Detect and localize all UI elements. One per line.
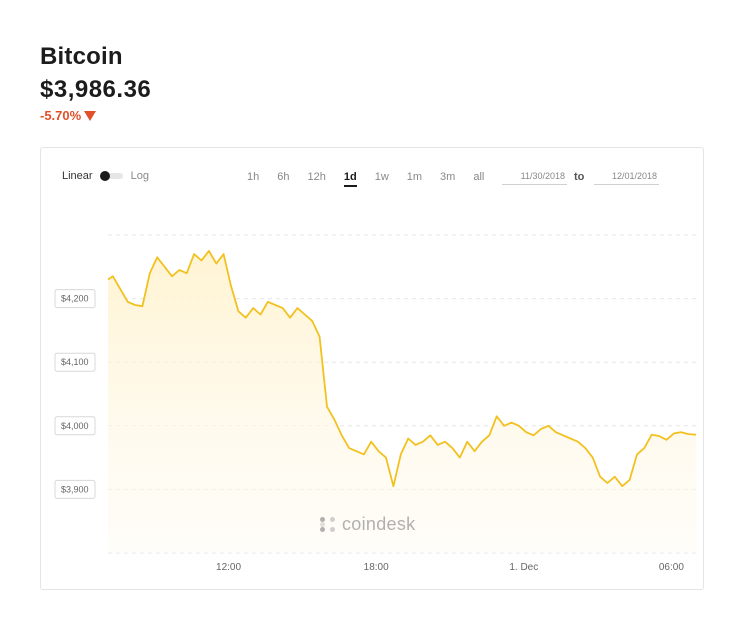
price-line [107,250,697,488]
current-price: $3,986.36 [40,76,152,103]
down-arrow-icon [84,110,97,121]
y-tick: $4,100 [54,352,96,372]
y-tick-label: $4,000 [61,421,89,431]
y-tick: $3,900 [54,479,96,499]
range-1d[interactable]: 1d [343,171,357,187]
date-to-input[interactable] [594,168,659,185]
y-tick-label: $3,900 [61,484,89,494]
date-from-input[interactable] [502,168,567,185]
chart-card: Linear Log 1h 6h 12h 1d 1w 1m 3m all to … [40,147,704,590]
y-tick-box [54,479,96,499]
scale-log-label[interactable]: Log [130,170,149,182]
range-1w[interactable]: 1w [374,171,389,183]
scale-switch[interactable] [99,171,123,181]
date-to-label: to [574,171,585,183]
scale-switch-knob [99,171,110,181]
range-1h[interactable]: 1h [247,171,260,183]
y-tick-box [54,416,96,436]
range-3m[interactable]: 3m [440,171,456,183]
range-12h[interactable]: 12h [307,171,326,183]
y-tick: $4,000 [54,416,96,436]
range-all[interactable]: all [473,171,485,183]
coindesk-wordmark: coindesk [342,514,416,534]
x-tick-label: 18:00 [364,562,389,573]
price-area [108,250,696,553]
scale-linear-label[interactable]: Linear [62,170,93,182]
coindesk-logo-icon [320,516,336,533]
price-change-value: -5.70% [40,108,82,123]
range-6h[interactable]: 6h [277,171,290,183]
x-tick-label: 06:00 [659,562,684,573]
scale-toggle: Linear Log [62,170,149,182]
x-axis: 12:00 18:00 1. Dec 06:00 [216,562,684,573]
coindesk-watermark: coindesk [320,514,415,535]
price-change: -5.70% [40,108,97,123]
y-tick-label: $4,100 [61,357,89,367]
x-tick-label: 12:00 [216,562,241,573]
y-tick-label: $4,200 [61,294,89,304]
x-tick-label: 1. Dec [509,562,538,573]
y-tick-box [54,352,96,372]
time-range-selector: 1h 6h 12h 1d 1w 1m 3m all [247,171,502,187]
range-1m[interactable]: 1m [406,171,423,183]
y-axis: $3,900 $4,000 $4,100 $4,200 [54,289,96,499]
y-tick-box [54,289,96,309]
asset-name: Bitcoin [40,43,123,70]
price-chart: $3,900 $4,000 $4,100 $4,200 12:00 18:00 1. De… [54,234,697,573]
y-tick: $4,200 [54,289,96,309]
